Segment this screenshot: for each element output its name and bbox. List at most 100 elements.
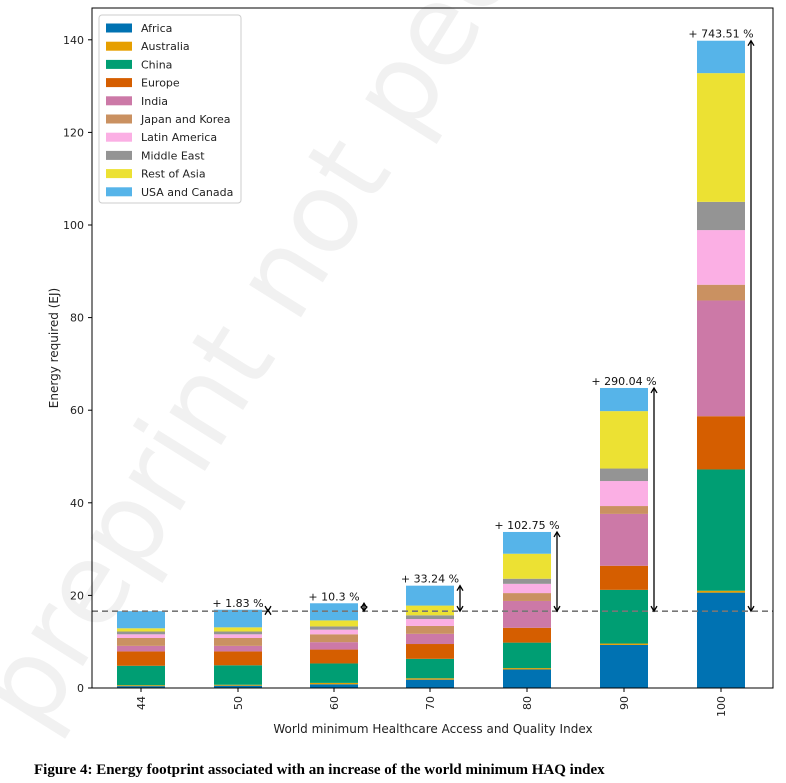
bar-segment-50-australia — [214, 684, 262, 686]
bar-segment-44-australia — [117, 685, 165, 687]
increase-arrow-60 — [360, 602, 368, 613]
y-tick-label-120: 120 — [63, 126, 84, 139]
bar-segment-70-japan-and-korea — [406, 625, 454, 634]
bar-segment-50-rest-of-asia — [214, 627, 262, 632]
bar-segment-80-china — [503, 642, 551, 669]
bar-segment-50-latin-america — [214, 634, 262, 638]
bar-segment-90-latin-america — [600, 481, 648, 507]
bar-segment-100-rest-of-asia — [697, 73, 745, 202]
bar-segment-80-australia — [503, 668, 551, 670]
y-tick-label-100: 100 — [63, 219, 84, 232]
bar-segment-44-usa-and-canada — [117, 611, 165, 629]
bar-segment-100-india — [697, 300, 745, 417]
y-tick-label-140: 140 — [63, 34, 84, 47]
bars — [117, 40, 745, 688]
percent-label-60: + 10.3 % — [308, 590, 359, 603]
x-tick-label-50: 50 — [232, 696, 245, 710]
legend-label-middle-east: Middle East — [141, 149, 205, 162]
bar-segment-70-india — [406, 633, 454, 645]
increase-arrow-80 — [553, 530, 561, 613]
bar-segment-90-middle-east — [600, 468, 648, 482]
bar-segment-80-africa — [503, 669, 551, 688]
bar-segment-90-japan-and-korea — [600, 506, 648, 514]
bar-segment-100-japan-and-korea — [697, 284, 745, 301]
percent-label-100: + 743.51 % — [688, 28, 753, 41]
x-tick-label-44: 44 — [135, 696, 148, 710]
bar-segment-70-africa — [406, 679, 454, 688]
increase-arrow-100 — [747, 39, 755, 613]
legend: Africa Australia China Europe India Japan and… — [98, 14, 242, 204]
bar-segment-90-india — [600, 513, 648, 566]
bar-segment-80-japan-and-korea — [503, 593, 551, 601]
legend-swatch-europe — [106, 78, 132, 88]
bar-segment-50-europe — [214, 651, 262, 666]
legend-swatch-latin-america — [106, 132, 132, 142]
legend-box — [98, 14, 242, 204]
y-tick-label-40: 40 — [70, 497, 84, 510]
x-axis: 44 50 60 70 80 90 100 — [135, 688, 728, 717]
bar-segment-50-japan-and-korea — [214, 637, 262, 646]
bar-segment-80-india — [503, 600, 551, 628]
x-tick-label-70: 70 — [424, 696, 437, 710]
y-tick-label-80: 80 — [70, 312, 84, 325]
percent-label-70: + 33.24 % — [401, 573, 459, 586]
bar-segment-60-australia — [310, 682, 358, 685]
bar-segment-90-australia — [600, 643, 648, 645]
legend-label-latin-america: Latin America — [141, 131, 217, 144]
bar-segment-90-rest-of-asia — [600, 411, 648, 469]
y-axis-label: Energy required (EJ) — [47, 288, 61, 408]
bar-segment-70-china — [406, 658, 454, 679]
bar-segment-60-india — [310, 642, 358, 650]
x-tick-label-80: 80 — [521, 696, 534, 710]
plot-frame — [91, 7, 774, 689]
bar-segment-70-latin-america — [406, 619, 454, 626]
bar-segment-60-europe — [310, 649, 358, 664]
increase-arrow-90 — [650, 386, 658, 613]
bar-segment-44-africa — [117, 686, 165, 688]
legend-swatch-australia — [106, 41, 132, 51]
bar-segment-60-rest-of-asia — [310, 620, 358, 627]
bar-segment-70-australia — [406, 678, 454, 680]
bar-segment-60-middle-east — [310, 626, 358, 630]
y-tick-label-60: 60 — [70, 404, 84, 417]
bar-segment-100-europe — [697, 416, 745, 470]
legend-swatch-africa — [106, 23, 132, 33]
bar-segment-80-rest-of-asia — [503, 553, 551, 579]
bar-segment-50-india — [214, 645, 262, 652]
legend-swatch-japan-and-korea — [106, 114, 132, 124]
bar-segment-100-africa — [697, 592, 745, 688]
bar-segment-100-usa-and-canada — [697, 40, 745, 74]
bar-segment-100-middle-east — [697, 201, 745, 231]
legend-swatch-middle-east — [106, 150, 132, 160]
bar-segment-44-china — [117, 665, 165, 686]
energy-footprint-chart: preprint not peer reviewed + 1.83 %+ 10.… — [0, 0, 786, 749]
bar-segment-70-usa-and-canada — [406, 585, 454, 606]
bar-segment-44-japan-and-korea — [117, 637, 165, 646]
legend-label-africa: Africa — [141, 22, 172, 35]
bar-segment-70-europe — [406, 644, 454, 659]
bar-segment-44-rest-of-asia — [117, 628, 165, 632]
bar-segment-80-usa-and-canada — [503, 531, 551, 554]
bar-segment-100-latin-america — [697, 230, 745, 285]
legend-swatch-india — [106, 96, 132, 106]
percent-label-50: + 1.83 % — [212, 597, 263, 610]
legend-label-usa-and-canada: USA and Canada — [141, 186, 233, 199]
y-tick-label-20: 20 — [70, 589, 84, 602]
x-tick-label-90: 90 — [618, 696, 631, 710]
x-tick-label-100: 100 — [715, 696, 728, 717]
x-tick-label-60: 60 — [328, 696, 341, 710]
bar-segment-90-africa — [600, 644, 648, 688]
legend-swatch-usa-and-canada — [106, 187, 132, 197]
bar-segment-80-latin-america — [503, 583, 551, 594]
increase-arrow-70 — [456, 584, 464, 613]
bar-segment-50-usa-and-canada — [214, 609, 262, 628]
bar-segment-60-latin-america — [310, 629, 358, 635]
legend-label-japan-and-korea: Japan and Korea — [140, 113, 231, 126]
bar-segment-100-australia — [697, 590, 745, 593]
legend-label-india: India — [141, 95, 168, 108]
percent-label-80: + 102.75 % — [494, 519, 559, 532]
bar-segment-90-china — [600, 589, 648, 644]
y-axis: 0 20 40 60 80 100 120 140 — [63, 34, 92, 695]
bar-segment-80-europe — [503, 627, 551, 643]
bar-segment-80-middle-east — [503, 578, 551, 584]
